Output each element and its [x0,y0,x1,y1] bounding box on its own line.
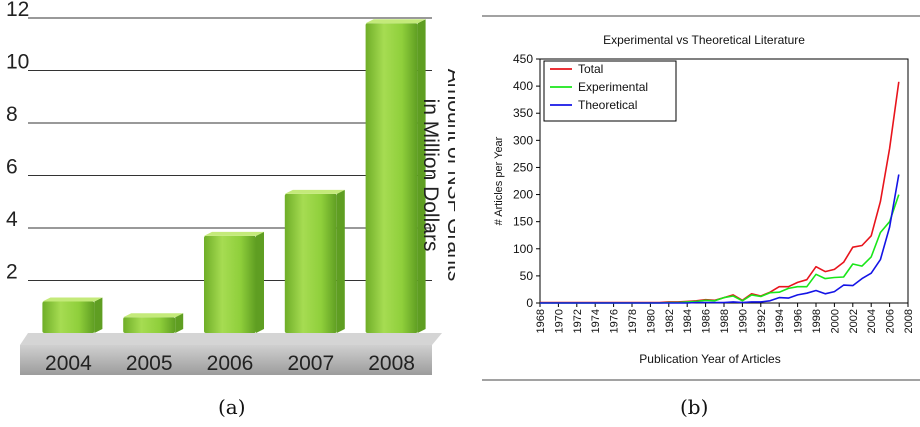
legend-label: Theoretical [578,98,637,112]
bar-top [123,313,184,318]
y-tick-label: 250 [513,160,533,174]
x-tick-label: 2002 [848,309,860,333]
y-tick-label: 350 [513,106,533,120]
legend [543,60,677,122]
x-tick-label: 1972 [572,309,584,333]
x-tick-label: 2005 [126,352,173,375]
x-tick-label: 1970 [553,309,565,333]
y-tick-label: 2 [6,261,18,284]
bar-front [123,317,176,333]
x-tick-label: 1984 [682,309,694,333]
x-tick-label: 2006 [207,352,254,375]
x-tick-label: 2007 [287,352,334,375]
base-front [20,345,432,375]
bar-2006 [204,231,264,333]
bar-top [204,231,264,236]
y-tick-label: 400 [513,79,533,93]
x-tick-label: 2008 [368,352,415,375]
bar-top [365,19,426,24]
bar-side [336,189,345,333]
bar-front [204,235,256,333]
x-tick-label: 2004 [866,309,878,333]
bar-2005 [123,313,184,333]
x-tick-label: 2006 [885,309,897,333]
x-tick-label: 1990 [737,309,749,333]
x-tick-label: 1978 [627,309,639,333]
bar-front [42,301,95,333]
y-tick-label: 200 [513,188,533,202]
y-tick-label: 6 [6,156,18,179]
bar-side [94,297,103,333]
y-tick-label: 4 [6,208,18,231]
legend-label: Experimental [578,80,648,94]
x-tick-label: 1994 [774,309,786,333]
bar-top [284,189,345,194]
caption-b: (b) [680,395,709,419]
y-tick-label: 50 [520,269,534,283]
legend-label: Total [578,62,603,76]
bar-2004 [42,297,103,333]
y-tick-label: 450 [513,52,533,66]
x-axis-label: Publication Year of Articles [639,352,780,366]
y-tick-label: 100 [513,242,533,256]
y-tick-label: 0 [526,296,533,310]
x-tick-label: 1998 [811,309,823,333]
x-tick-label: 1974 [590,309,602,333]
x-tick-label: 1982 [664,309,676,333]
bar-2007 [284,189,345,333]
bar-side [256,231,264,333]
literature-line-chart: Experimental vs Theoretical Literature 0 5… [482,15,920,381]
x-tick-label: 1992 [756,309,768,333]
y-axis-label-line: in Million Dollars [419,99,442,252]
y-tick-label: 300 [513,133,533,147]
x-tick-label: 1986 [701,309,713,333]
y-tick-label: 10 [6,51,29,74]
bar-side [175,313,184,333]
nsf-grants-bar-chart: 2 4 6 8 10 12 2004 2005 2006 2007 2008 Amount of NS… [6,0,455,375]
bar-top [42,297,103,302]
x-tick-label: 2004 [45,352,92,375]
bar-side [417,19,426,333]
series-line-experimental [540,194,900,304]
caption-a: (a) [218,395,246,419]
bar-front [365,23,418,333]
series-line-theoretical [540,174,900,304]
y-axis-label-line: Amount of NSF Grants [443,69,455,281]
bar-front [284,193,337,333]
x-tick-label: 2008 [903,309,915,333]
x-tick-label: 1980 [645,309,657,333]
y-tick-label: 12 [6,0,29,21]
x-tick-label: 1976 [609,309,621,333]
bar-2008 [365,19,426,333]
x-tick-label: 2000 [829,309,841,333]
chart-title: Experimental vs Theoretical Literature [603,33,805,47]
x-tick-label: 1996 [793,309,805,333]
y-tick-label: 8 [6,103,18,126]
base-top [20,333,442,345]
x-tick-label: 1988 [719,309,731,333]
y-tick-label: 150 [513,215,533,229]
y-axis-label: # Articles per Year [493,136,505,225]
x-tick-label: 1968 [535,309,547,333]
